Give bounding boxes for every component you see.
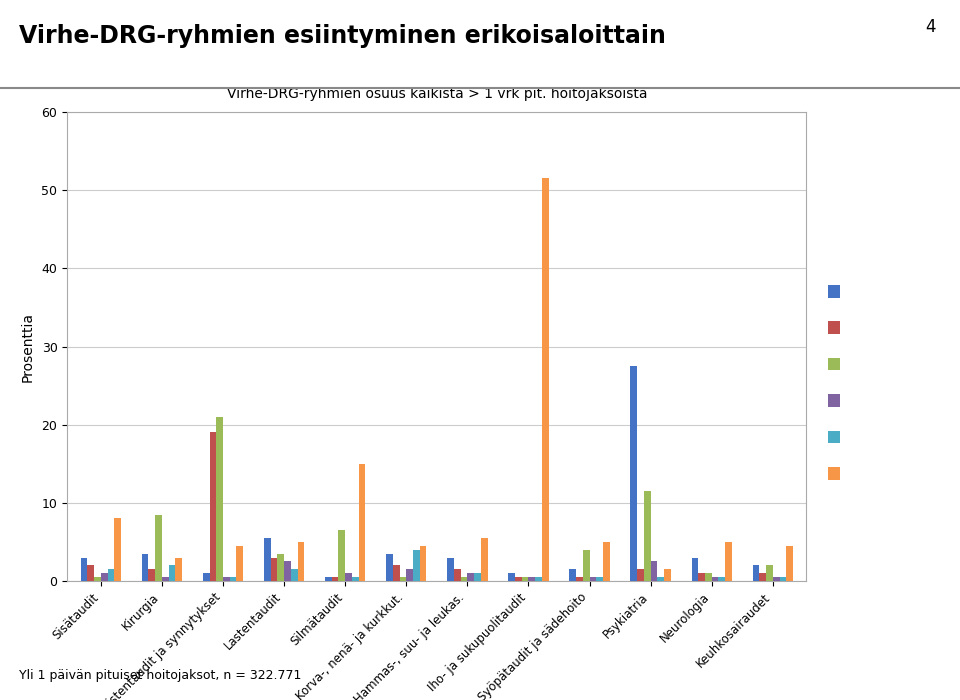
Bar [420, 546, 426, 581]
Bar [447, 557, 454, 581]
Title: Virhe-DRG-ryhmien osuus kaikista > 1 vrk pit. hoitojaksoista: Virhe-DRG-ryhmien osuus kaikista > 1 vrk… [227, 87, 647, 101]
Bar [508, 573, 515, 581]
Bar [236, 546, 243, 581]
Bar [223, 577, 229, 581]
Bar [773, 577, 780, 581]
Bar [277, 554, 284, 581]
Bar [528, 577, 535, 581]
Bar [711, 577, 718, 581]
Bar [718, 577, 725, 581]
Bar [631, 366, 637, 581]
Bar [576, 577, 583, 581]
Text: Virhe-DRG-ryhmien esiintyminen erikoisaloittain: Virhe-DRG-ryhmien esiintyminen erikoisal… [19, 25, 666, 48]
Bar [725, 542, 732, 581]
Bar [229, 577, 236, 581]
Bar [569, 569, 576, 581]
Bar [535, 577, 541, 581]
Bar [481, 538, 488, 581]
Bar [332, 577, 339, 581]
Bar [156, 514, 162, 581]
Bar [468, 573, 474, 581]
Bar [651, 561, 658, 581]
Bar [87, 566, 94, 581]
Bar [603, 542, 610, 581]
Bar [664, 569, 671, 581]
Text: Yli 1 päivän pituiset hoitojaksot, n = 322.771: Yli 1 päivän pituiset hoitojaksot, n = 3… [19, 669, 301, 682]
Bar [393, 566, 399, 581]
Bar [169, 566, 176, 581]
Bar [94, 577, 101, 581]
Bar [780, 577, 786, 581]
Bar [698, 573, 705, 581]
Bar [691, 557, 698, 581]
Bar [658, 577, 664, 581]
Bar [162, 577, 169, 581]
Text: 4: 4 [925, 18, 936, 36]
Bar [637, 569, 644, 581]
Bar [264, 538, 271, 581]
Bar [759, 573, 766, 581]
Bar [454, 569, 461, 581]
Bar [399, 577, 406, 581]
Bar [216, 416, 223, 581]
Bar [705, 573, 711, 581]
Bar [346, 573, 352, 581]
Bar [209, 433, 216, 581]
Bar [766, 566, 773, 581]
Bar [386, 554, 393, 581]
Bar [101, 573, 108, 581]
Bar [541, 178, 548, 581]
Bar [108, 569, 114, 581]
Bar [81, 557, 87, 581]
Bar [176, 557, 182, 581]
Bar [753, 566, 759, 581]
Bar [359, 463, 366, 581]
Bar [515, 577, 521, 581]
Bar [114, 519, 121, 581]
Bar [203, 573, 209, 581]
Bar [142, 554, 149, 581]
Y-axis label: Prosenttia: Prosenttia [20, 312, 35, 382]
Bar [589, 577, 596, 581]
Bar [596, 577, 603, 581]
Bar [413, 550, 420, 581]
Bar [583, 550, 589, 581]
Bar [298, 542, 304, 581]
Bar [474, 573, 481, 581]
Bar [352, 577, 359, 581]
Bar [644, 491, 651, 581]
Bar [291, 569, 298, 581]
Bar [521, 577, 528, 581]
Bar [149, 569, 156, 581]
Bar [406, 569, 413, 581]
Bar [284, 561, 291, 581]
Bar [271, 557, 277, 581]
Bar [461, 577, 468, 581]
Bar [339, 530, 346, 581]
Bar [786, 546, 793, 581]
Bar [325, 577, 332, 581]
